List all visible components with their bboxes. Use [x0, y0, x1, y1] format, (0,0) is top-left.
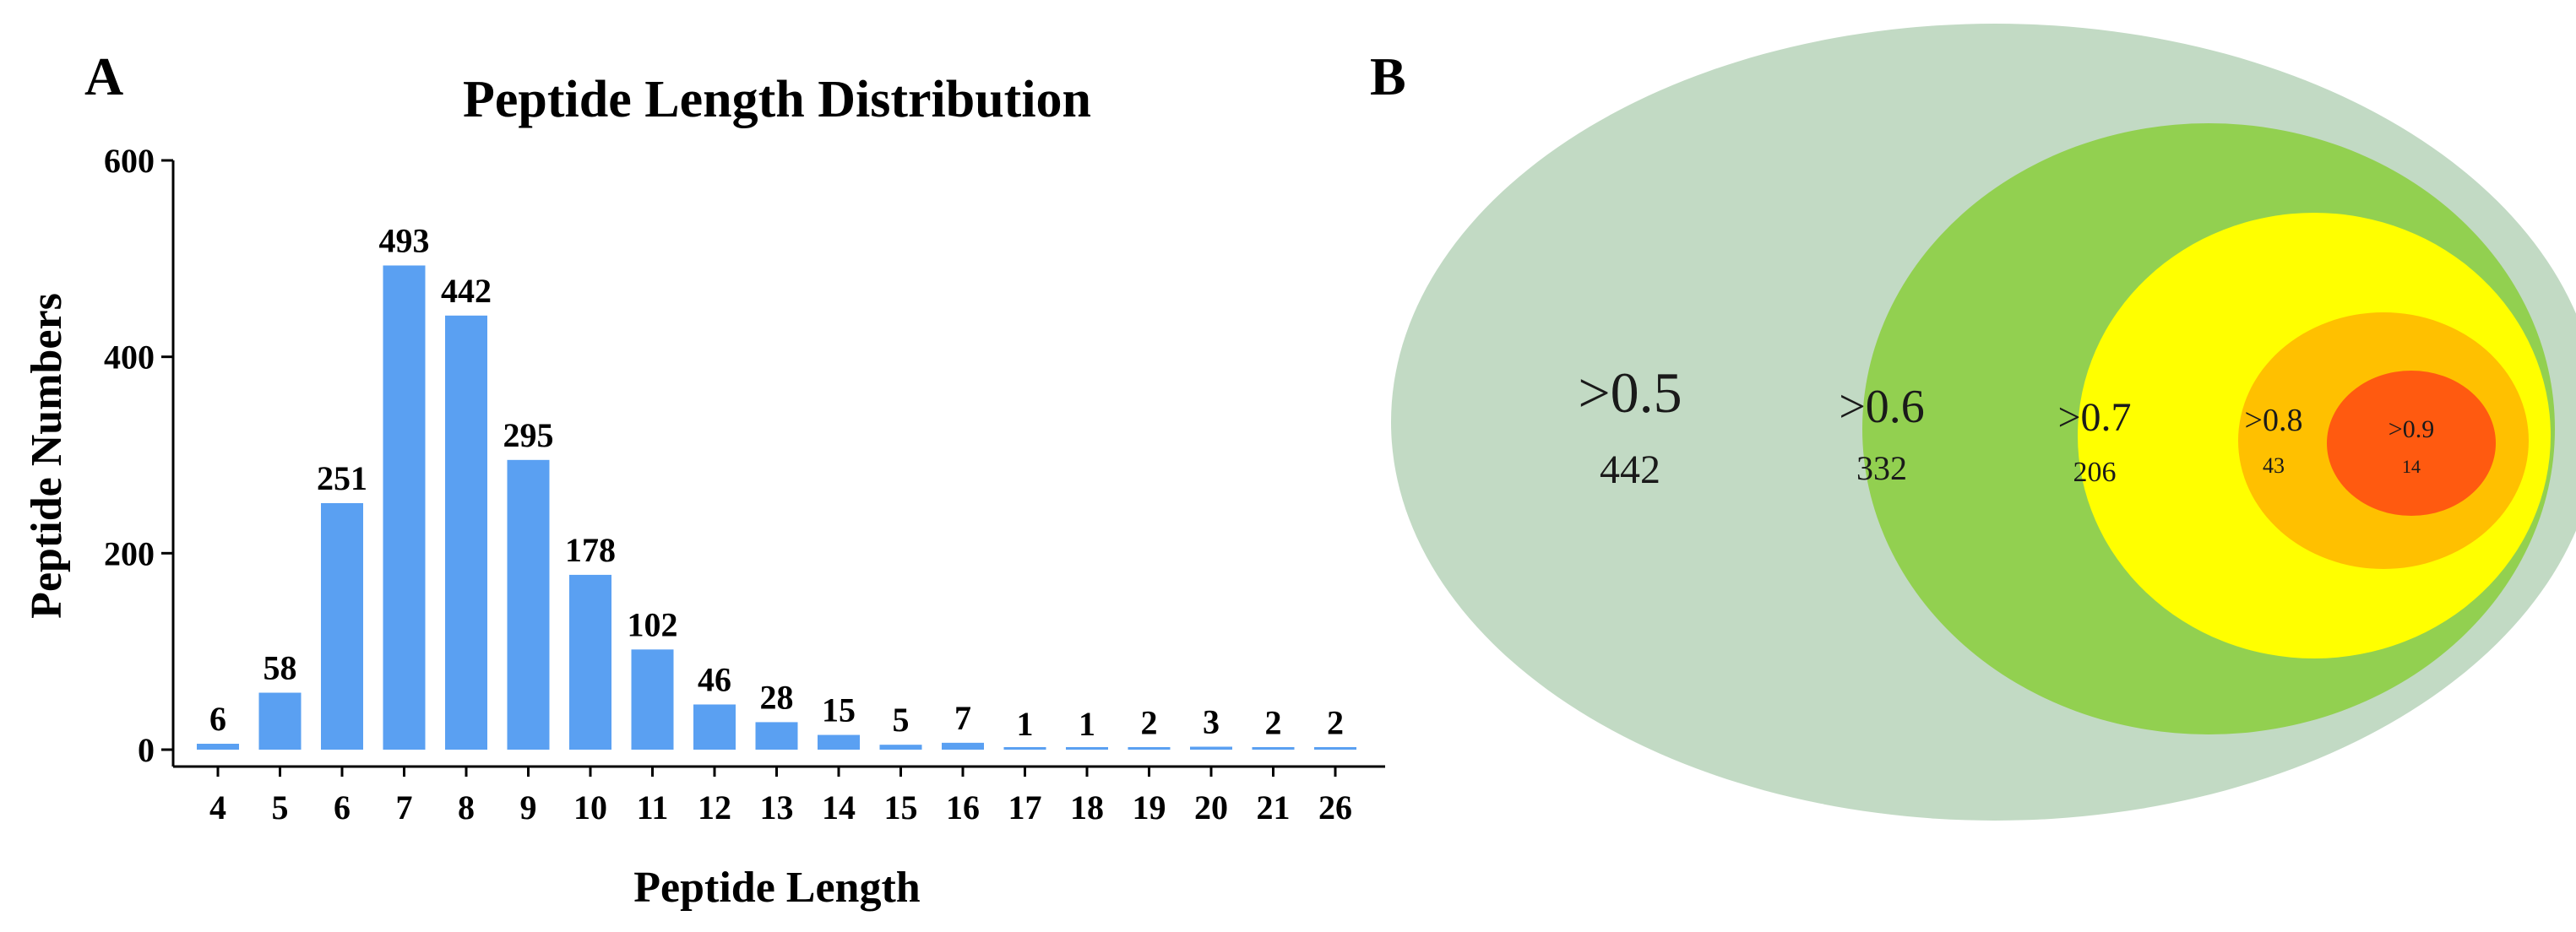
threshold-count: 332	[1856, 449, 1907, 487]
bar	[693, 704, 736, 750]
x-tick-label: 18	[1070, 788, 1104, 826]
threshold-label: >0.6	[1839, 381, 1925, 433]
bar	[755, 722, 798, 750]
panel-a: A Peptide Length Distribution Peptide Nu…	[23, 46, 1385, 912]
bar	[1314, 747, 1356, 750]
bar-value-label: 5	[893, 701, 910, 739]
threshold-label: >0.9	[2389, 415, 2434, 443]
bar-value-label: 102	[628, 605, 678, 643]
threshold-count: 442	[1600, 447, 1660, 492]
data-labels: 6 58 251 493 442 295 178 102 46 28 15 5 7 1 1 2 3 2 2	[209, 221, 1344, 742]
threshold-label: >0.7	[2057, 395, 2131, 440]
x-tick-label: 19	[1133, 788, 1166, 826]
bar-value-label: 15	[822, 691, 856, 729]
bar	[1003, 747, 1046, 750]
bar-value-label: 442	[441, 272, 492, 310]
bar	[631, 649, 674, 750]
threshold-count: 14	[2402, 456, 2421, 477]
panel-a-letter: A	[84, 46, 123, 106]
x-tick-label: 10	[573, 788, 607, 826]
bar-value-label: 251	[317, 459, 367, 497]
y-tick-label: 600	[104, 142, 155, 180]
x-tick-label: 5	[272, 788, 289, 826]
bar	[569, 574, 611, 750]
bar-value-label: 1	[1079, 705, 1095, 743]
threshold-count: 206	[2073, 457, 2117, 488]
bar	[1066, 747, 1108, 750]
bar-series	[197, 265, 1356, 750]
x-tick-label: 8	[458, 788, 475, 826]
bar-value-label: 2	[1327, 704, 1344, 742]
bar	[507, 459, 550, 750]
bar-value-label: 2	[1141, 704, 1158, 742]
bar	[1190, 746, 1232, 750]
threshold-count: 43	[2263, 453, 2285, 478]
bar	[383, 265, 426, 750]
x-tick-label: 4	[209, 788, 226, 826]
x-tick-label: 13	[760, 788, 794, 826]
y-tick-label: 200	[104, 534, 155, 572]
bar	[818, 734, 860, 750]
panel-b: B >0.5 442 >0.6 332 >0.7 206 >0.8 43 >0.9 14	[1370, 24, 2576, 821]
x-axis-label: Peptide Length	[633, 864, 921, 912]
bar	[1252, 747, 1295, 750]
ellipse-level-5	[2327, 371, 2496, 516]
y-axis-label: Peptide Numbers	[23, 293, 71, 619]
x-tick-label: 16	[946, 788, 980, 826]
bar-value-label: 6	[209, 700, 226, 738]
y-tick-label: 400	[104, 339, 155, 377]
bar	[879, 745, 922, 750]
bar-value-label: 2	[1265, 704, 1282, 742]
bar	[197, 744, 239, 750]
x-tick-label: 20	[1194, 788, 1228, 826]
x-tick-label: 21	[1257, 788, 1291, 826]
bar	[321, 503, 363, 750]
y-tick-label: 0	[138, 731, 155, 769]
bar	[258, 692, 302, 750]
threshold-label: >0.5	[1578, 360, 1682, 425]
nested-ellipses-diagram: >0.5 442 >0.6 332 >0.7 206 >0.8 43 >0.9 14	[1391, 24, 2576, 821]
bar-value-label: 28	[760, 678, 794, 716]
x-tick-label: 14	[822, 788, 856, 826]
bar-value-label: 58	[264, 649, 297, 687]
x-tick-label: 6	[334, 788, 351, 826]
bar-value-label: 178	[565, 531, 616, 569]
x-tick-label: 11	[637, 788, 669, 826]
bar	[445, 315, 487, 750]
bar-value-label: 493	[379, 221, 430, 259]
x-tick-label: 17	[1008, 788, 1042, 826]
bar	[942, 742, 984, 750]
bar	[1128, 747, 1171, 750]
bar-value-label: 295	[503, 416, 554, 454]
x-tick-label: 7	[396, 788, 413, 826]
threshold-label: >0.8	[2245, 403, 2303, 438]
bar-value-label: 3	[1203, 703, 1220, 741]
x-ticks: 4 5 6 7 8 9 10 11 12 13 14 15 16 17 18 19 20 21 26	[209, 767, 1352, 826]
chart-title: Peptide Length Distribution	[463, 71, 1091, 128]
x-tick-label: 9	[520, 788, 537, 826]
panel-b-letter: B	[1370, 46, 1406, 106]
x-tick-label: 15	[884, 788, 918, 826]
x-tick-label: 26	[1318, 788, 1352, 826]
chart-axes	[171, 160, 1385, 768]
bar-value-label: 7	[954, 699, 971, 737]
bar-value-label: 1	[1017, 705, 1034, 743]
x-tick-label: 12	[698, 788, 731, 826]
y-ticks: 0 200 400 600	[104, 142, 173, 769]
bar-value-label: 46	[698, 660, 731, 698]
